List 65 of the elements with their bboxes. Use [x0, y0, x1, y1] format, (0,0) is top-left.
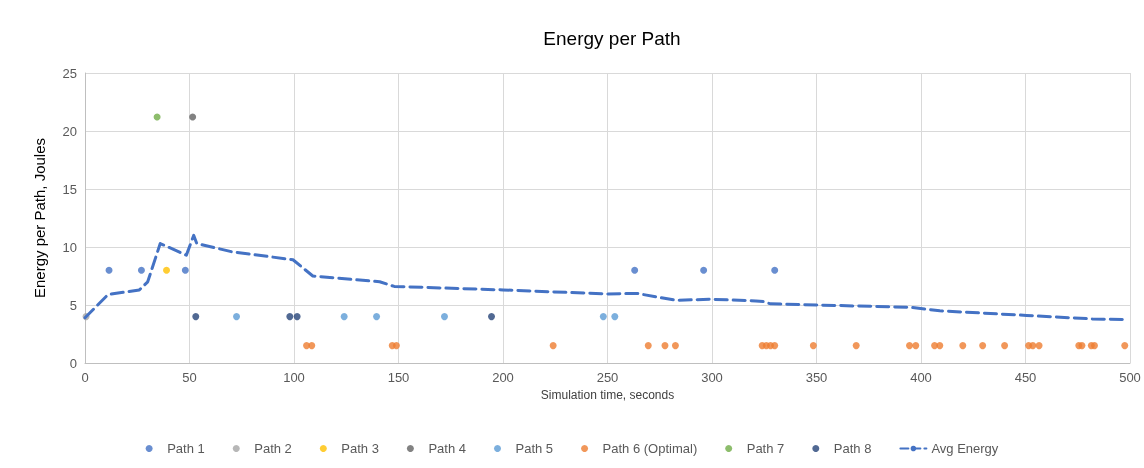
- point: [308, 342, 316, 350]
- point: [611, 313, 619, 321]
- legend-label: Path 4: [428, 441, 466, 456]
- y-tick-label: 0: [69, 355, 77, 371]
- point: [392, 342, 400, 350]
- point: [809, 342, 817, 350]
- point: [661, 342, 669, 350]
- point: [644, 342, 652, 350]
- point: [771, 266, 779, 274]
- point: [488, 313, 496, 321]
- legend-label: Path 2: [254, 441, 292, 456]
- y-axis-title: Energy per Path, Joules: [31, 137, 48, 299]
- point: [163, 266, 171, 274]
- legend-label: Path 3: [341, 441, 379, 456]
- y-tick-label: 20: [62, 123, 77, 139]
- x-tick-label: 400: [910, 370, 932, 385]
- legend-label: Path 7: [746, 441, 785, 456]
- point: [671, 342, 679, 350]
- x-tick-label: 150: [387, 370, 410, 385]
- point: [1035, 342, 1043, 350]
- point: [1029, 342, 1037, 350]
- point: [440, 313, 448, 321]
- point: [771, 342, 779, 350]
- point: [192, 313, 200, 321]
- x-tick-label: 200: [492, 370, 514, 385]
- legend-label: Path 5: [515, 441, 554, 456]
- point: [340, 313, 348, 321]
- point: [700, 266, 708, 274]
- point: [137, 266, 145, 274]
- point: [1121, 342, 1129, 350]
- y-tick-label: 15: [62, 181, 77, 197]
- x-tick-label: 450: [1014, 370, 1037, 385]
- point: [631, 266, 639, 274]
- point: [852, 342, 860, 350]
- point: [181, 266, 189, 274]
- y-tick-label: 10: [62, 239, 77, 255]
- point: [906, 342, 914, 350]
- y-tick-label: 5: [69, 297, 77, 313]
- legend-label: Path 8: [833, 441, 872, 456]
- chart-title: Energy per Path: [543, 28, 681, 49]
- x-tick-label: 500: [1119, 370, 1141, 385]
- legend-label: Avg Energy: [931, 441, 999, 456]
- point: [936, 342, 944, 350]
- x-tick-label: 50: [182, 370, 197, 385]
- point: [286, 313, 294, 321]
- point: [373, 313, 381, 321]
- point: [189, 113, 197, 121]
- point: [105, 266, 113, 274]
- point: [912, 342, 920, 350]
- point: [293, 313, 301, 321]
- x-tick-label: 0: [81, 370, 89, 385]
- point: [1001, 342, 1009, 350]
- x-axis-title: Simulation time, seconds: [540, 387, 675, 402]
- point: [599, 313, 607, 321]
- point: [979, 342, 987, 350]
- x-tick-label: 100: [283, 370, 305, 385]
- legend-label: Path 1: [167, 441, 205, 456]
- point: [549, 342, 557, 350]
- point: [233, 313, 241, 321]
- x-tick-label: 350: [805, 370, 828, 385]
- y-tick-label: 25: [62, 65, 77, 81]
- legend-label: Path 6 (Optimal): [602, 441, 698, 456]
- x-tick-label: 250: [596, 370, 619, 385]
- x-tick-label: 300: [701, 370, 723, 385]
- point: [959, 342, 967, 350]
